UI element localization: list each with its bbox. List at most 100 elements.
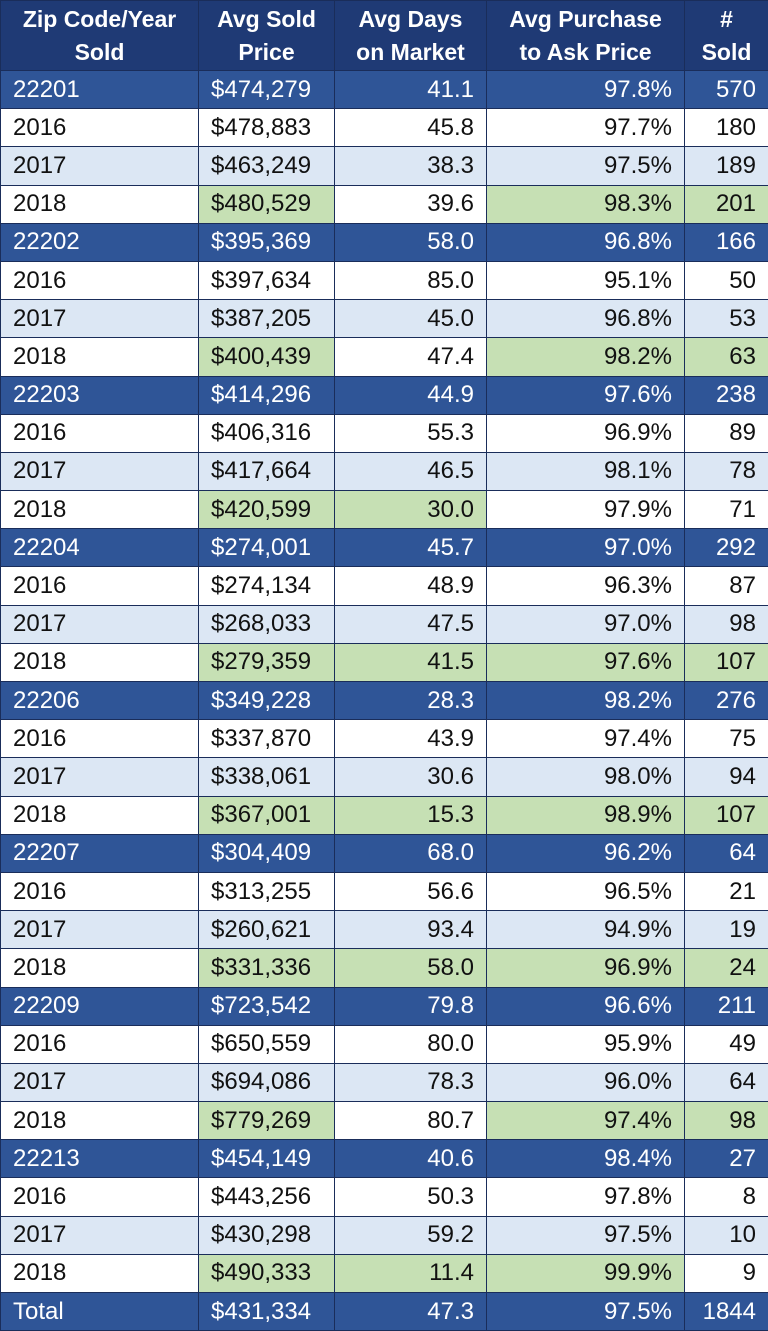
cell-sold: 211 — [685, 987, 768, 1025]
cell-price: $474,279 — [199, 71, 335, 109]
cell-sold: 53 — [685, 300, 768, 338]
cell-price: $400,439 — [199, 338, 335, 376]
cell-days: 80.7 — [335, 1102, 487, 1140]
cell-label: Total — [1, 1293, 199, 1331]
cell-days: 45.7 — [335, 529, 487, 567]
cell-ratio: 98.4% — [487, 1140, 685, 1178]
cell-price: $338,061 — [199, 758, 335, 796]
cell-ratio: 96.9% — [487, 414, 685, 452]
cell-sold: 98 — [685, 605, 768, 643]
cell-label: 2018 — [1, 338, 199, 376]
cell-ratio: 96.8% — [487, 300, 685, 338]
cell-price: $723,542 — [199, 987, 335, 1025]
cell-label: 2018 — [1, 643, 199, 681]
cell-sold: 238 — [685, 376, 768, 414]
cell-ratio: 96.8% — [487, 223, 685, 261]
cell-days: 11.4 — [335, 1254, 487, 1292]
cell-ratio: 96.0% — [487, 1063, 685, 1101]
cell-label: 2016 — [1, 720, 199, 758]
cell-label: 2017 — [1, 758, 199, 796]
cell-days: 58.0 — [335, 223, 487, 261]
cell-days: 28.3 — [335, 682, 487, 720]
cell-days: 46.5 — [335, 452, 487, 490]
cell-label: 2018 — [1, 185, 199, 223]
cell-price: $268,033 — [199, 605, 335, 643]
cell-days: 93.4 — [335, 911, 487, 949]
cell-label: 2017 — [1, 300, 199, 338]
cell-ratio: 97.5% — [487, 1293, 685, 1331]
cell-label: 22207 — [1, 834, 199, 872]
cell-price: $779,269 — [199, 1102, 335, 1140]
cell-price: $430,298 — [199, 1216, 335, 1254]
cell-label: 22203 — [1, 376, 199, 414]
cell-ratio: 98.1% — [487, 452, 685, 490]
cell-sold: 75 — [685, 720, 768, 758]
cell-ratio: 99.9% — [487, 1254, 685, 1292]
cell-sold: 49 — [685, 1025, 768, 1063]
cell-sold: 107 — [685, 796, 768, 834]
cell-ratio: 96.6% — [487, 987, 685, 1025]
cell-ratio: 97.5% — [487, 1216, 685, 1254]
cell-sold: 292 — [685, 529, 768, 567]
cell-sold: 89 — [685, 414, 768, 452]
cell-sold: 94 — [685, 758, 768, 796]
cell-ratio: 96.5% — [487, 872, 685, 910]
cell-sold: 64 — [685, 1063, 768, 1101]
cell-ratio: 97.4% — [487, 720, 685, 758]
cell-label: 22206 — [1, 682, 199, 720]
cell-label: 2018 — [1, 1102, 199, 1140]
cell-days: 80.0 — [335, 1025, 487, 1063]
cell-ratio: 97.0% — [487, 605, 685, 643]
cell-price: $397,634 — [199, 261, 335, 299]
header-zip-year-line1: Zip Code/Year — [23, 6, 176, 32]
cell-sold: 276 — [685, 682, 768, 720]
cell-ratio: 97.8% — [487, 1178, 685, 1216]
cell-price: $331,336 — [199, 949, 335, 987]
cell-label: 2016 — [1, 261, 199, 299]
cell-sold: 570 — [685, 71, 768, 109]
header-zip-year-line2: Sold — [75, 39, 125, 65]
cell-label: 2017 — [1, 911, 199, 949]
cell-label: 2016 — [1, 1178, 199, 1216]
cell-price: $694,086 — [199, 1063, 335, 1101]
cell-sold: 87 — [685, 567, 768, 605]
cell-days: 47.4 — [335, 338, 487, 376]
cell-days: 30.0 — [335, 491, 487, 529]
cell-ratio: 97.6% — [487, 376, 685, 414]
header-avg-sold-price-line1: Avg Sold — [217, 6, 316, 32]
cell-sold: 27 — [685, 1140, 768, 1178]
cell-days: 40.6 — [335, 1140, 487, 1178]
cell-days: 85.0 — [335, 261, 487, 299]
cell-ratio: 96.9% — [487, 949, 685, 987]
cell-ratio: 97.4% — [487, 1102, 685, 1140]
cell-sold: 19 — [685, 911, 768, 949]
cell-days: 47.3 — [335, 1293, 487, 1331]
cell-price: $650,559 — [199, 1025, 335, 1063]
cell-ratio: 98.0% — [487, 758, 685, 796]
cell-ratio: 95.1% — [487, 261, 685, 299]
cell-ratio: 96.3% — [487, 567, 685, 605]
cell-sold: 1844 — [685, 1293, 768, 1331]
